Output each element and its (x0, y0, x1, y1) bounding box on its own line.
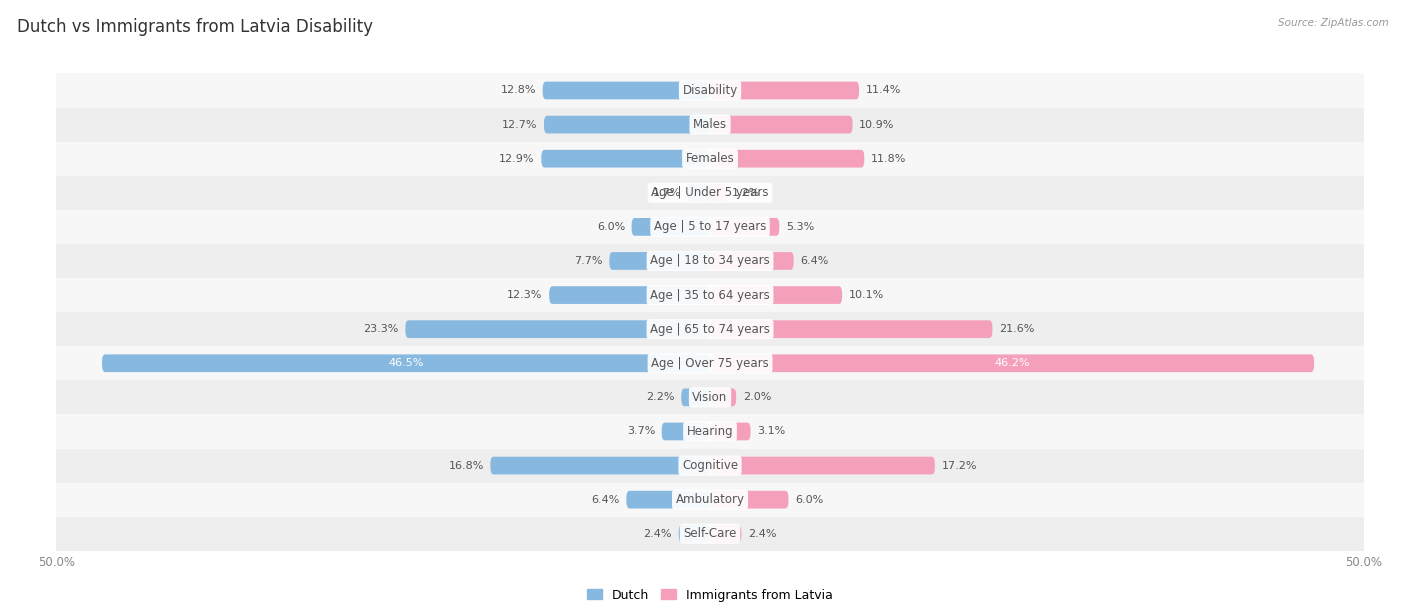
Text: 12.9%: 12.9% (499, 154, 534, 163)
Text: 6.0%: 6.0% (794, 494, 824, 505)
FancyBboxPatch shape (710, 218, 779, 236)
Text: Self-Care: Self-Care (683, 528, 737, 540)
FancyBboxPatch shape (710, 116, 852, 133)
Bar (56, 176, 1364, 210)
Text: 6.4%: 6.4% (592, 494, 620, 505)
Bar (56, 312, 1364, 346)
FancyBboxPatch shape (710, 252, 794, 270)
Text: Source: ZipAtlas.com: Source: ZipAtlas.com (1278, 18, 1389, 28)
Text: 6.0%: 6.0% (596, 222, 626, 232)
Text: 2.0%: 2.0% (742, 392, 770, 402)
Text: 23.3%: 23.3% (363, 324, 399, 334)
Text: Hearing: Hearing (686, 425, 734, 438)
Bar (56, 278, 1364, 312)
Text: 10.9%: 10.9% (859, 119, 894, 130)
Text: 10.1%: 10.1% (849, 290, 884, 300)
Text: Age | Under 5 years: Age | Under 5 years (651, 186, 769, 200)
FancyBboxPatch shape (710, 423, 751, 440)
Text: Males: Males (693, 118, 727, 131)
Text: 46.5%: 46.5% (388, 358, 423, 368)
Text: 3.1%: 3.1% (756, 427, 786, 436)
FancyBboxPatch shape (710, 457, 935, 474)
Text: 7.7%: 7.7% (574, 256, 603, 266)
Text: 2.2%: 2.2% (647, 392, 675, 402)
Bar (56, 380, 1364, 414)
Text: Vision: Vision (692, 391, 728, 404)
Text: 11.4%: 11.4% (866, 86, 901, 95)
Text: Age | Over 75 years: Age | Over 75 years (651, 357, 769, 370)
Text: 1.7%: 1.7% (652, 188, 682, 198)
Bar (56, 73, 1364, 108)
Text: 12.7%: 12.7% (502, 119, 537, 130)
Text: 3.7%: 3.7% (627, 427, 655, 436)
Text: Dutch vs Immigrants from Latvia Disability: Dutch vs Immigrants from Latvia Disabili… (17, 18, 373, 36)
Text: 6.4%: 6.4% (800, 256, 828, 266)
Text: 11.8%: 11.8% (870, 154, 907, 163)
FancyBboxPatch shape (679, 525, 710, 543)
Text: Age | 18 to 34 years: Age | 18 to 34 years (650, 255, 770, 267)
Text: Disability: Disability (682, 84, 738, 97)
FancyBboxPatch shape (491, 457, 710, 474)
FancyBboxPatch shape (405, 320, 710, 338)
Text: Females: Females (686, 152, 734, 165)
Text: 12.3%: 12.3% (508, 290, 543, 300)
Text: Ambulatory: Ambulatory (675, 493, 745, 506)
FancyBboxPatch shape (710, 389, 737, 406)
Text: 21.6%: 21.6% (1000, 324, 1035, 334)
Bar (56, 210, 1364, 244)
FancyBboxPatch shape (609, 252, 710, 270)
Legend: Dutch, Immigrants from Latvia: Dutch, Immigrants from Latvia (582, 584, 838, 606)
FancyBboxPatch shape (541, 150, 710, 168)
Text: 1.2%: 1.2% (733, 188, 761, 198)
FancyBboxPatch shape (688, 184, 710, 201)
Text: 12.8%: 12.8% (501, 86, 536, 95)
Bar (56, 483, 1364, 517)
FancyBboxPatch shape (662, 423, 710, 440)
Text: Age | 35 to 64 years: Age | 35 to 64 years (650, 289, 770, 302)
Bar (56, 141, 1364, 176)
FancyBboxPatch shape (710, 320, 993, 338)
FancyBboxPatch shape (710, 81, 859, 99)
Bar (56, 346, 1364, 380)
Text: 2.4%: 2.4% (748, 529, 776, 539)
Text: 46.2%: 46.2% (994, 358, 1029, 368)
Bar (56, 244, 1364, 278)
FancyBboxPatch shape (710, 491, 789, 509)
FancyBboxPatch shape (550, 286, 710, 304)
FancyBboxPatch shape (710, 150, 865, 168)
FancyBboxPatch shape (631, 218, 710, 236)
Bar (56, 517, 1364, 551)
Text: Age | 5 to 17 years: Age | 5 to 17 years (654, 220, 766, 233)
FancyBboxPatch shape (626, 491, 710, 509)
FancyBboxPatch shape (710, 286, 842, 304)
FancyBboxPatch shape (544, 116, 710, 133)
FancyBboxPatch shape (682, 389, 710, 406)
FancyBboxPatch shape (710, 184, 725, 201)
Text: 2.4%: 2.4% (644, 529, 672, 539)
FancyBboxPatch shape (710, 354, 1315, 372)
Text: 16.8%: 16.8% (449, 461, 484, 471)
Text: 5.3%: 5.3% (786, 222, 814, 232)
FancyBboxPatch shape (103, 354, 710, 372)
Text: 17.2%: 17.2% (942, 461, 977, 471)
Bar (56, 108, 1364, 141)
Bar (56, 414, 1364, 449)
Text: Cognitive: Cognitive (682, 459, 738, 472)
Text: Age | 65 to 74 years: Age | 65 to 74 years (650, 323, 770, 335)
Bar (56, 449, 1364, 483)
FancyBboxPatch shape (543, 81, 710, 99)
FancyBboxPatch shape (710, 525, 741, 543)
